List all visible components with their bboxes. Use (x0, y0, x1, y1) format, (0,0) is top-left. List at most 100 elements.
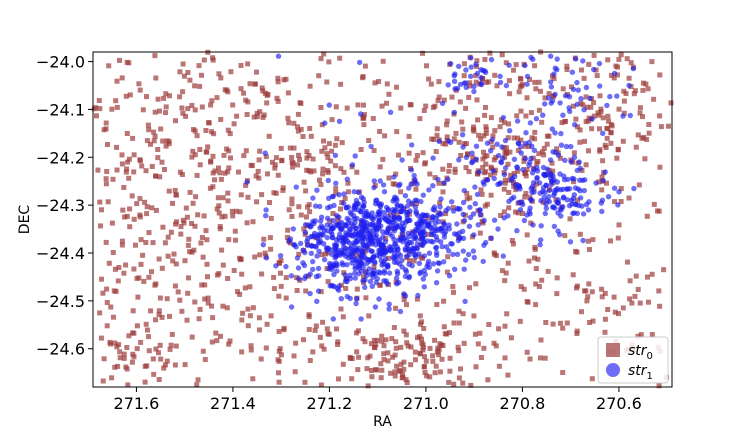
data-point (494, 141, 500, 147)
data-point (126, 175, 132, 181)
data-point (190, 200, 196, 206)
data-point (181, 220, 187, 226)
data-point (521, 286, 527, 292)
data-point (157, 295, 163, 301)
data-point (124, 213, 130, 219)
legend-entry: str0 (628, 343, 653, 362)
data-point (317, 203, 323, 210)
data-point (109, 220, 115, 226)
data-point (297, 157, 302, 162)
data-point (265, 91, 271, 97)
data-point (411, 258, 417, 264)
data-point (149, 205, 155, 211)
data-point (627, 112, 633, 119)
y-tick-label: −24.0 (36, 53, 85, 72)
data-point (473, 73, 479, 79)
data-point (441, 180, 447, 186)
data-point (452, 169, 458, 175)
data-point (633, 144, 639, 150)
data-point (583, 162, 589, 168)
data-point (533, 302, 539, 308)
data-point (457, 99, 463, 105)
x-tick-label: 271.4 (210, 394, 256, 413)
data-point (482, 112, 488, 118)
data-point (451, 289, 456, 295)
data-point (460, 380, 466, 386)
data-point (491, 217, 498, 223)
data-point (261, 236, 267, 242)
data-point (554, 187, 560, 193)
data-point (417, 333, 423, 339)
data-point (219, 247, 225, 253)
data-point (250, 376, 256, 382)
data-point (468, 382, 474, 388)
data-point (441, 324, 447, 330)
data-point (319, 122, 325, 128)
data-point (187, 77, 193, 83)
data-point (542, 101, 548, 107)
data-point (323, 245, 330, 251)
data-point (461, 217, 468, 224)
data-point (386, 306, 392, 312)
data-point (304, 214, 309, 220)
data-point (394, 212, 400, 218)
data-point (361, 122, 367, 128)
data-point (449, 199, 455, 205)
data-point (546, 194, 552, 200)
data-point (345, 180, 351, 186)
data-point (280, 185, 286, 191)
data-point (185, 106, 191, 112)
data-point (320, 319, 326, 325)
data-point (637, 300, 643, 306)
data-point (605, 194, 612, 200)
data-point (546, 91, 552, 97)
data-point (463, 84, 469, 91)
data-point (275, 172, 281, 178)
data-point (329, 231, 335, 237)
data-point (125, 382, 131, 388)
data-point (95, 167, 101, 173)
data-point (186, 275, 191, 281)
data-point (370, 254, 377, 260)
data-point (533, 281, 539, 287)
data-point (562, 118, 568, 124)
data-point (434, 126, 440, 132)
data-point (417, 313, 423, 319)
data-point (335, 223, 341, 229)
data-point (308, 169, 314, 175)
data-point (358, 256, 365, 262)
data-point (371, 178, 377, 184)
data-point (293, 340, 299, 346)
data-point (505, 260, 511, 266)
data-point (242, 285, 248, 291)
data-point (338, 206, 343, 212)
data-point (214, 206, 220, 212)
data-point (476, 207, 483, 213)
data-point (406, 150, 412, 156)
data-point (321, 138, 326, 144)
data-point (307, 271, 313, 277)
data-point (342, 196, 348, 201)
data-point (203, 228, 209, 234)
data-point (289, 196, 295, 202)
data-point (159, 265, 165, 271)
data-point (408, 362, 414, 368)
data-point (520, 211, 525, 216)
data-point (369, 374, 375, 380)
data-point (278, 352, 284, 358)
data-point (144, 204, 150, 210)
data-point (218, 176, 224, 182)
data-point (325, 177, 331, 184)
data-point (306, 153, 312, 158)
data-point (503, 60, 509, 66)
data-point (100, 378, 106, 384)
data-point (385, 350, 391, 356)
data-point (183, 205, 189, 211)
data-point (632, 88, 638, 94)
data-point (238, 192, 244, 198)
data-point (333, 180, 339, 186)
data-point (644, 213, 650, 219)
data-point (432, 370, 438, 376)
data-point (542, 355, 548, 361)
data-point (324, 151, 330, 157)
